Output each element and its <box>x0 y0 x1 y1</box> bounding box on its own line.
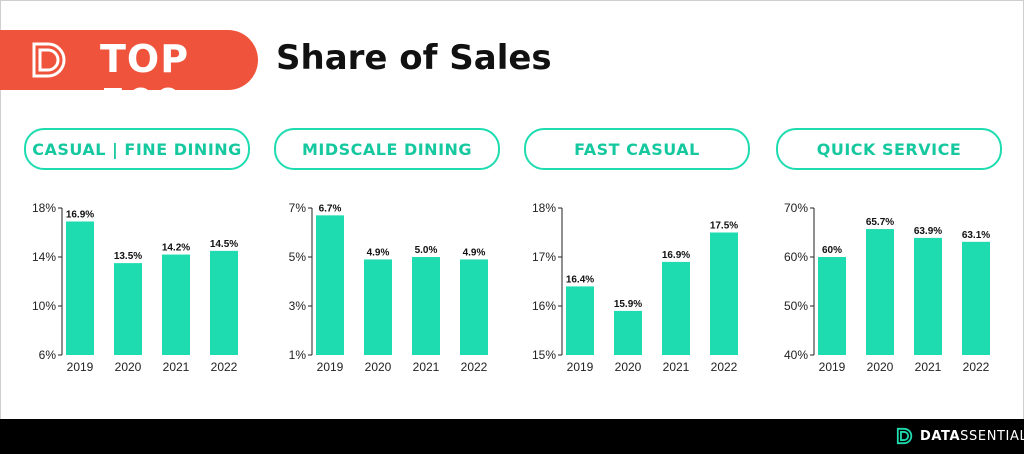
x-tick-label: 2022 <box>461 360 488 374</box>
bar <box>866 229 894 355</box>
panel-quick-service: QUICK SERVICE 40% 50% 60% 70% 60% 2019 65.7% 20… <box>776 128 1006 388</box>
page-title: Share of Sales <box>276 38 552 78</box>
y-tick-label: 18% <box>532 201 556 215</box>
y-tick-label: 14% <box>32 250 56 264</box>
bar <box>364 259 392 355</box>
data-label: 17.5% <box>710 221 738 232</box>
y-tick-label: 70% <box>784 201 808 215</box>
panel-casual-fine-dining: CASUAL | FINE DINING 6% 10% 14% 18% 16.9% 201… <box>24 128 254 388</box>
chart-fast-casual: 15% 16% 17% 18% 16.4% 2019 15.9% 2020 16.9% 2021 1… <box>532 201 738 374</box>
data-label: 4.9% <box>367 247 390 258</box>
x-tick-label: 2019 <box>317 360 344 374</box>
bar <box>460 259 488 355</box>
badge-label: TOP 500 <box>100 37 190 125</box>
bar <box>316 215 344 355</box>
datassential-logo-icon <box>896 427 913 445</box>
footer-bar: DATASSENTIAL <box>0 419 1024 454</box>
bar <box>114 263 142 355</box>
bar <box>412 257 440 355</box>
data-label: 14.5% <box>210 239 238 250</box>
data-label: 16.4% <box>566 274 594 285</box>
x-tick-label: 2019 <box>67 360 94 374</box>
category-pill: CASUAL | FINE DINING <box>24 128 250 170</box>
data-label: 16.9% <box>662 250 690 261</box>
bar <box>66 221 94 355</box>
x-tick-label: 2019 <box>819 360 846 374</box>
brand-bold: DATA <box>920 429 961 444</box>
bar <box>210 250 238 355</box>
chart-casual-fine-dining: 6% 10% 14% 18% 16.9% 2019 13.5% 2020 14.2% 2021 14… <box>32 201 238 374</box>
bar <box>162 254 190 355</box>
bar <box>662 261 690 355</box>
x-tick-label: 2021 <box>663 360 690 374</box>
data-label: 16.9% <box>66 209 94 220</box>
data-label: 15.9% <box>614 299 642 310</box>
x-tick-label: 2020 <box>365 360 392 374</box>
panel-fast-casual: FAST CASUAL 15% 16% 17% 18% 16.4% 2019 15.9% 20… <box>524 128 754 388</box>
y-tick-label: 15% <box>532 348 556 362</box>
x-tick-label: 2019 <box>567 360 594 374</box>
category-pill: MIDSCALE DINING <box>274 128 500 170</box>
y-tick-label: 10% <box>32 299 56 313</box>
x-tick-label: 2020 <box>615 360 642 374</box>
category-pill: QUICK SERVICE <box>776 128 1002 170</box>
data-label: 14.2% <box>162 243 190 254</box>
x-tick-label: 2020 <box>115 360 142 374</box>
x-tick-label: 2022 <box>963 360 990 374</box>
chart-midscale-dining: 1% 3% 5% 7% 6.7% 2019 4.9% 2020 5.0% 2021 4.9% 2022 <box>289 201 488 374</box>
top500-badge: TOP 500 <box>0 30 258 125</box>
x-tick-label: 2021 <box>915 360 942 374</box>
footer-brand: DATASSENTIAL <box>920 429 1024 444</box>
x-tick-label: 2022 <box>711 360 738 374</box>
x-tick-label: 2021 <box>413 360 440 374</box>
y-tick-label: 40% <box>784 348 808 362</box>
y-tick-label: 1% <box>289 348 307 362</box>
y-tick-label: 3% <box>289 299 307 313</box>
panel-midscale-dining: MIDSCALE DINING 1% 3% 5% 7% 6.7% 2019 4.9% 2020… <box>274 128 504 388</box>
data-label: 63.1% <box>962 230 990 241</box>
y-tick-label: 60% <box>784 250 808 264</box>
datassential-logo-icon <box>32 42 66 78</box>
bar <box>818 257 846 355</box>
bar <box>710 232 738 355</box>
y-tick-label: 6% <box>39 348 57 362</box>
y-tick-label: 17% <box>532 250 556 264</box>
data-label: 4.9% <box>463 247 486 258</box>
data-label: 65.7% <box>866 217 894 228</box>
y-tick-label: 18% <box>32 201 56 215</box>
x-tick-label: 2021 <box>163 360 190 374</box>
data-label: 60% <box>822 245 842 256</box>
bar <box>614 310 642 355</box>
x-tick-label: 2020 <box>867 360 894 374</box>
y-tick-label: 16% <box>532 299 556 313</box>
data-label: 6.7% <box>319 203 342 214</box>
category-pill: FAST CASUAL <box>524 128 750 170</box>
y-tick-label: 7% <box>289 201 307 215</box>
bar <box>962 241 990 355</box>
bar <box>914 237 942 355</box>
data-label: 5.0% <box>415 245 438 256</box>
chart-quick-service: 40% 50% 60% 70% 60% 2019 65.7% 2020 63.9% 2021 63.… <box>784 201 990 374</box>
y-tick-label: 5% <box>289 250 307 264</box>
data-label: 63.9% <box>914 226 942 237</box>
bar <box>566 286 594 355</box>
x-tick-label: 2022 <box>211 360 238 374</box>
y-tick-label: 50% <box>784 299 808 313</box>
data-label: 13.5% <box>114 251 142 262</box>
brand-light: SSENTIAL <box>960 429 1024 444</box>
